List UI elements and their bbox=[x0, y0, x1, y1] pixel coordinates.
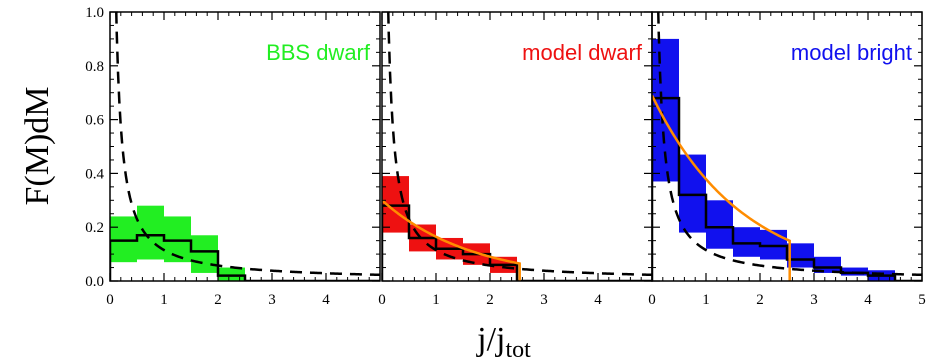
error-band-4 bbox=[191, 235, 218, 273]
panel-2: 0 1 2 3 4 model dwarf bbox=[378, 11, 653, 308]
panel-label: model bright bbox=[791, 40, 912, 65]
panels-group: 0 1 2 3 4 0.0 0.2 0.4 0.6 0.8 1.0 BBS dwarf 0 1 2 3 4 mod… bbox=[85, 5, 926, 308]
x-tick-label: 2 bbox=[214, 292, 222, 308]
x-tick-label: 0 bbox=[648, 292, 656, 308]
y-tick-label: 0.2 bbox=[85, 220, 104, 236]
x-axis-title: j/jtot bbox=[476, 321, 531, 363]
error-band-7 bbox=[814, 256, 841, 273]
x-tick-label: 4 bbox=[322, 292, 330, 308]
x-axis-title-sub: tot bbox=[506, 337, 532, 363]
x-tick-label: 5 bbox=[918, 292, 926, 308]
plot-area bbox=[110, 12, 380, 281]
error-band-2 bbox=[137, 205, 164, 260]
x-tick-label: 2 bbox=[756, 292, 764, 308]
x-tick-label: 3 bbox=[810, 292, 818, 308]
dashed-curve bbox=[387, 12, 652, 277]
y-axis-title: F(M)dM bbox=[19, 86, 56, 205]
error-band-1 bbox=[110, 216, 137, 263]
y-tick-label: 0.8 bbox=[85, 59, 104, 75]
fit-curve bbox=[382, 199, 521, 281]
error-band-5 bbox=[760, 229, 787, 260]
panel-label: BBS dwarf bbox=[266, 40, 371, 65]
x-tick-label: 1 bbox=[702, 292, 710, 308]
fit-curve bbox=[652, 94, 791, 281]
histogram-line bbox=[110, 234, 380, 281]
y-tick-label: 0.4 bbox=[85, 166, 104, 182]
x-tick-label: 4 bbox=[594, 292, 602, 308]
dashed-curve bbox=[115, 12, 380, 277]
x-tick-label: 0 bbox=[378, 292, 386, 308]
error-band-2 bbox=[679, 154, 706, 233]
error-band-5 bbox=[218, 267, 245, 281]
y-tick-label: 1.0 bbox=[85, 5, 104, 21]
panel-3: 0 1 2 3 4 5 model bright bbox=[648, 11, 926, 308]
error-band-3 bbox=[706, 200, 733, 249]
y-tick-label: 0.6 bbox=[85, 113, 104, 129]
plot-area bbox=[652, 12, 922, 281]
panel-1: 0 1 2 3 4 0.0 0.2 0.4 0.6 0.8 1.0 BBS dwarf bbox=[85, 5, 381, 308]
panel-label: model dwarf bbox=[522, 40, 643, 65]
x-tick-label: 1 bbox=[160, 292, 168, 308]
error-band-6 bbox=[787, 243, 814, 268]
x-tick-label: 3 bbox=[268, 292, 276, 308]
x-tick-label: 3 bbox=[540, 292, 548, 308]
dashed-curve bbox=[657, 12, 922, 277]
error-band-3 bbox=[164, 216, 191, 263]
plot-area bbox=[382, 12, 652, 281]
x-axis-title-main: j/j bbox=[476, 321, 505, 358]
y-tick-label: 0.0 bbox=[85, 274, 104, 290]
x-tick-label: 1 bbox=[432, 292, 440, 308]
error-band-4 bbox=[733, 227, 760, 257]
x-tick-label: 0 bbox=[106, 292, 114, 308]
x-tick-label: 2 bbox=[486, 292, 494, 308]
x-tick-label: 4 bbox=[864, 292, 872, 308]
